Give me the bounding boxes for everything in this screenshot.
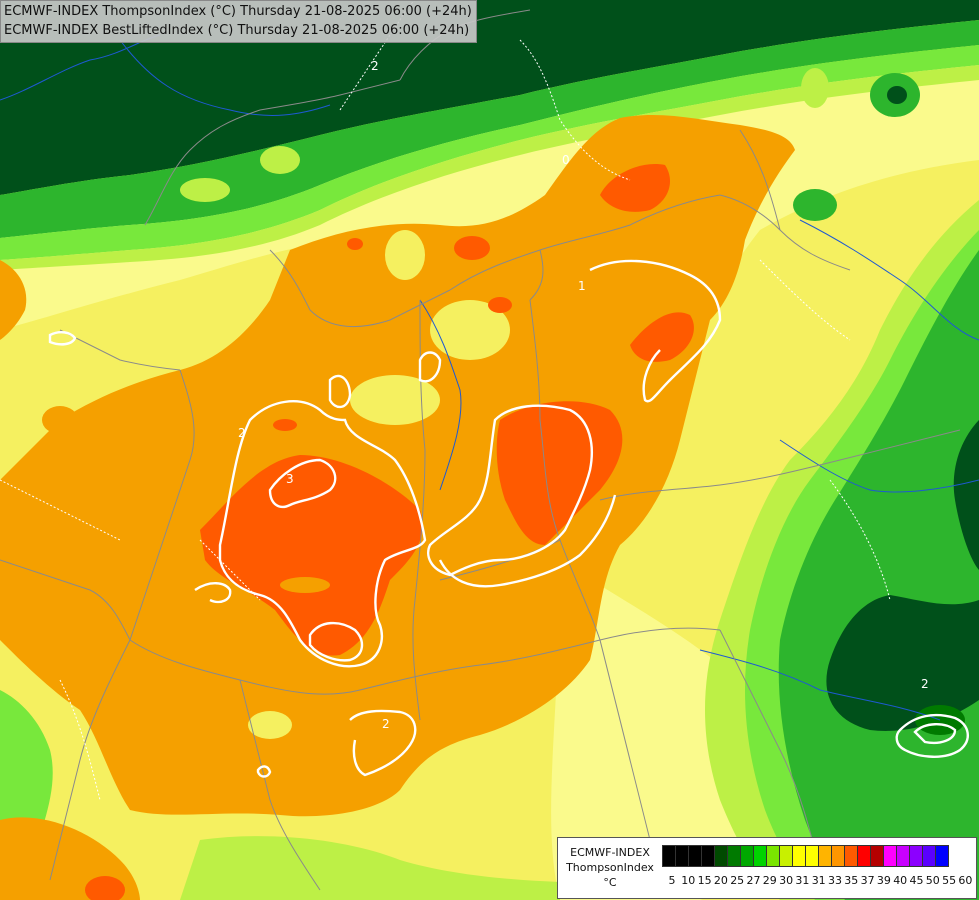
legend-swatch xyxy=(818,845,832,867)
legend-model: ECMWF-INDEX xyxy=(570,846,650,859)
legend-tick: 45 xyxy=(909,874,924,887)
legend-label: ECMWF-INDEX ThompsonIndex °C xyxy=(562,845,658,890)
legend-tick: 30 xyxy=(779,874,794,887)
green-east xyxy=(778,250,979,900)
legend-parameter: ThompsonIndex xyxy=(566,861,654,874)
dark-green-east xyxy=(826,595,979,731)
green-band-north xyxy=(0,20,979,238)
green-patch-ne2 xyxy=(793,189,837,221)
legend-swatch xyxy=(714,845,728,867)
legend-tick: 35 xyxy=(844,874,859,887)
yellow-hole-2 xyxy=(430,300,510,360)
legend-tick: 50 xyxy=(925,874,940,887)
red-spot-sw xyxy=(85,876,125,900)
legend-swatch xyxy=(779,845,793,867)
red-core-ne xyxy=(630,312,694,362)
red-spot-4 xyxy=(273,419,297,431)
legend-swatch xyxy=(805,845,819,867)
legend-tick: 29 xyxy=(762,874,777,887)
red-core-west xyxy=(200,455,423,656)
legend-tick: 60 xyxy=(958,874,973,887)
title-line-lifted: ECMWF-INDEX BestLiftedIndex (°C) Thursda… xyxy=(4,23,470,38)
lime-patch-n xyxy=(260,146,300,174)
yellow-hole-4 xyxy=(248,711,292,739)
legend-tick: 20 xyxy=(713,874,728,887)
legend-tick: 27 xyxy=(746,874,761,887)
light-green-north xyxy=(0,45,979,260)
legend-tick: 39 xyxy=(876,874,891,887)
legend-swatch xyxy=(701,845,715,867)
legend-swatch xyxy=(766,845,780,867)
red-spot-1 xyxy=(454,236,490,260)
dark-green-north xyxy=(0,0,979,195)
orange-main-region xyxy=(0,115,795,817)
legend-swatch xyxy=(662,845,676,867)
dark-green-east2 xyxy=(953,420,979,570)
lime-patch-n2 xyxy=(180,178,230,202)
color-legend: ECMWF-INDEX ThompsonIndex °C 5 10 15 20 25 27… xyxy=(557,837,977,899)
legend-swatch xyxy=(675,845,689,867)
contour-label: 2 xyxy=(382,717,390,731)
legend-tick: 31 xyxy=(811,874,826,887)
lime-patch-ne xyxy=(801,68,829,108)
legend-unit: °C xyxy=(603,876,617,889)
red-core-north xyxy=(600,164,670,212)
legend-tick: 15 xyxy=(697,874,712,887)
contour-labels: 2 0 1 2 3 2 2 xyxy=(238,59,929,731)
country-borders xyxy=(0,9,961,891)
lifted-index-contours xyxy=(48,259,969,778)
legend-swatch xyxy=(870,845,884,867)
red-spot-2 xyxy=(347,238,363,250)
legend-ticks: 5 10 15 20 25 27 29 30 31 31 33 35 37 39 40 45 50 55 60 xyxy=(662,874,973,888)
legend-tick: 25 xyxy=(730,874,745,887)
lime-south-bottom xyxy=(180,836,560,900)
legend-tick: 5 xyxy=(668,874,676,887)
yellow-hole-1 xyxy=(385,230,425,280)
legend-tick: 55 xyxy=(942,874,957,887)
yellow-spot-in-red xyxy=(280,577,330,593)
contour-label: 3 xyxy=(286,472,294,486)
legend-tick: 31 xyxy=(795,874,810,887)
legend-swatch xyxy=(922,845,936,867)
yellow-hole-3 xyxy=(350,375,440,425)
legend-swatch xyxy=(909,845,923,867)
legend-tick: 37 xyxy=(860,874,875,887)
legend-swatch xyxy=(792,845,806,867)
contour-label: 2 xyxy=(921,677,929,691)
orange-spot-west xyxy=(42,406,78,434)
legend-swatch xyxy=(688,845,702,867)
legend-swatch xyxy=(727,845,741,867)
title-line-thompson: ECMWF-INDEX ThompsonIndex (°C) Thursday … xyxy=(4,4,472,19)
legend-color-bar xyxy=(662,845,949,867)
legend-swatch xyxy=(935,845,949,867)
red-spot-3 xyxy=(488,297,512,313)
legend-swatch xyxy=(753,845,767,867)
legend-tick: 33 xyxy=(828,874,842,887)
legend-tick: 40 xyxy=(893,874,908,887)
legend-swatch xyxy=(883,845,897,867)
contour-label: 2 xyxy=(371,59,379,73)
legend-swatch xyxy=(896,845,910,867)
dark-patch-ne xyxy=(887,86,907,104)
legend-swatch xyxy=(831,845,845,867)
contour-label: 0 xyxy=(562,153,570,167)
contour-label: 2 xyxy=(238,426,246,440)
legend-swatch xyxy=(740,845,754,867)
legend-swatch xyxy=(844,845,858,867)
legend-tick: 10 xyxy=(681,874,696,887)
contour-label: 1 xyxy=(578,279,586,293)
map-title-box: ECMWF-INDEX ThompsonIndex (°C) Thursday … xyxy=(0,0,477,43)
legend-swatch xyxy=(857,845,871,867)
orange-west-lobe xyxy=(0,260,27,340)
